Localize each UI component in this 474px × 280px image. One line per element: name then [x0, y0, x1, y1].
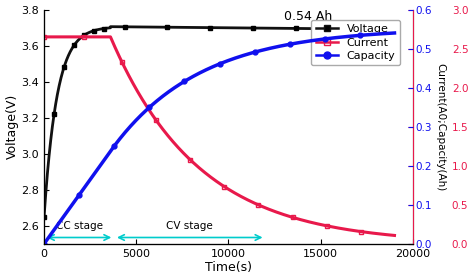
Text: CV stage: CV stage	[166, 221, 213, 231]
X-axis label: Time(s): Time(s)	[205, 262, 252, 274]
Y-axis label: Current(A0;Capacity(Ah): Current(A0;Capacity(Ah)	[435, 62, 445, 191]
Y-axis label: Voltage(V): Voltage(V)	[6, 94, 18, 159]
Text: CC stage: CC stage	[55, 221, 102, 231]
Legend: Voltage, Current, Capacity: Voltage, Current, Capacity	[311, 20, 400, 65]
Text: 0.54 Ah: 0.54 Ah	[284, 10, 332, 23]
